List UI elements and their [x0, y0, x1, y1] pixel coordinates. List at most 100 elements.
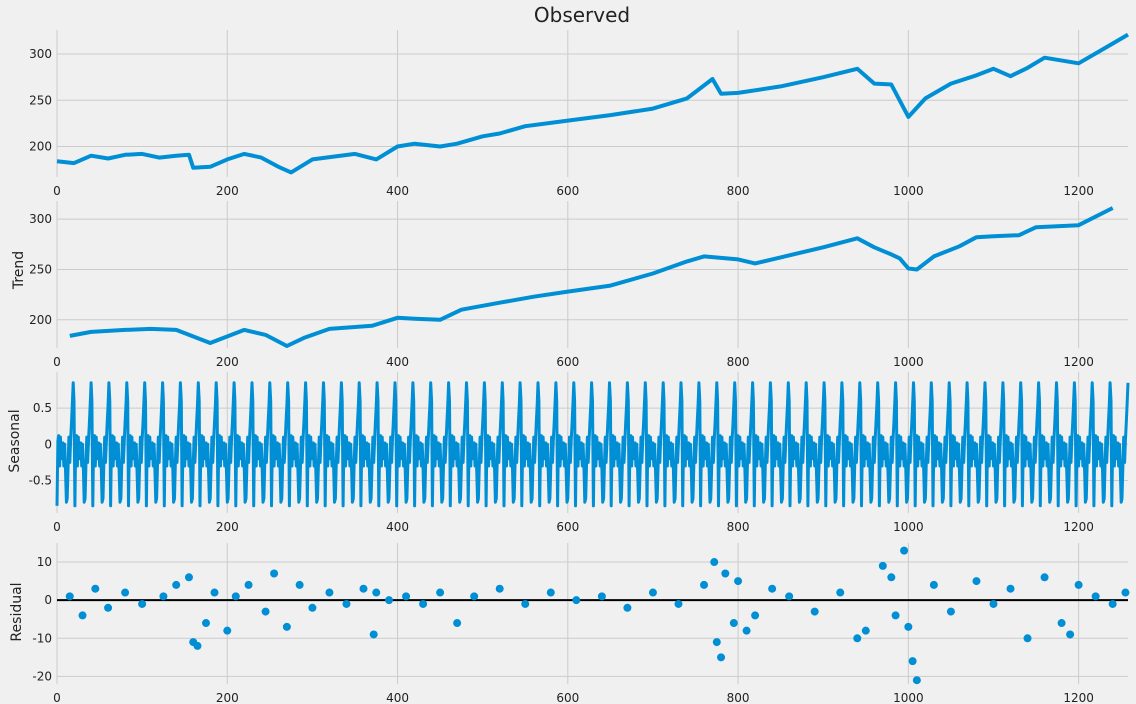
residual-point: [648, 588, 657, 597]
residual-point: [734, 577, 743, 586]
residual-point: [104, 603, 113, 612]
residual-point: [768, 584, 777, 593]
residual-point: [172, 580, 181, 589]
residual-point: [231, 592, 240, 601]
observed-xtick-0: 0: [53, 184, 61, 198]
residual-ytick-0: -20: [32, 669, 52, 683]
trend-xtick-4: 800: [727, 355, 750, 369]
residual-point: [1108, 599, 1117, 608]
seasonal-xtick-4: 800: [727, 520, 750, 534]
trend-xtick-3: 600: [556, 355, 579, 369]
residual-point: [878, 561, 887, 570]
observed-xtick-1: 200: [216, 184, 239, 198]
residual-point: [904, 622, 913, 631]
observed-xtick-3: 600: [556, 184, 579, 198]
residual-point: [712, 638, 721, 647]
residual-point: [244, 580, 253, 589]
residual-point: [308, 603, 317, 612]
residual-point: [223, 626, 232, 635]
residual-point: [891, 611, 900, 620]
residual-point: [282, 622, 291, 631]
observed-ytick-2: 300: [29, 47, 52, 61]
residual-point: [989, 599, 998, 608]
residual-point: [717, 653, 726, 662]
residual-point: [201, 619, 210, 628]
residual-point: [946, 607, 955, 616]
residual-xtick-5: 1000: [893, 691, 924, 704]
residual-point: [721, 569, 730, 578]
residual-point: [710, 558, 719, 567]
residual-point: [470, 592, 479, 601]
residual-point: [1091, 592, 1100, 601]
trend-xtick-6: 1200: [1063, 355, 1094, 369]
residual-point: [521, 599, 530, 608]
residual-xtick-0: 0: [53, 691, 61, 704]
residual-point: [836, 588, 845, 597]
residual-point: [78, 611, 87, 620]
residual-point: [359, 584, 368, 593]
residual-point: [91, 584, 100, 593]
trend-ylabel: Trend: [11, 251, 27, 290]
observed-ytick-1: 250: [29, 93, 52, 107]
trend-xtick-2: 400: [386, 355, 409, 369]
residual-xtick-1: 200: [216, 691, 239, 704]
residual-point: [929, 580, 938, 589]
observed-ytick-0: 200: [29, 139, 52, 153]
residual-point: [751, 611, 760, 620]
residual-ytick-3: 10: [37, 555, 52, 569]
residual-point: [295, 580, 304, 589]
observed-xtick-5: 1000: [893, 184, 924, 198]
residual-point: [369, 630, 378, 639]
trend-xtick-5: 1000: [893, 355, 924, 369]
residual-point: [900, 546, 909, 555]
residual-point: [436, 588, 445, 597]
residual-point: [972, 577, 981, 586]
residual-xtick-3: 600: [556, 691, 579, 704]
seasonal-xtick-0: 0: [53, 520, 61, 534]
residual-point: [700, 580, 709, 589]
residual-ytick-1: -10: [32, 631, 52, 645]
residual-point: [597, 592, 606, 601]
seasonal-ytick-2: 0.5: [33, 401, 52, 415]
trend-ytick-1: 250: [29, 262, 52, 276]
observed-panel: 0 200 400 600 800 1000 1200 200 250 300: [29, 30, 1130, 198]
residual-point: [1121, 588, 1130, 597]
residual-point: [1066, 630, 1075, 639]
trend-series-line: [69, 206, 1114, 348]
seasonal-ytick-0: -0.5: [29, 473, 52, 487]
observed-xtick-2: 400: [386, 184, 409, 198]
residual-xtick-2: 400: [386, 691, 409, 704]
seasonal-xtick-3: 600: [556, 520, 579, 534]
residual-point: [385, 596, 394, 605]
residual-point: [193, 641, 202, 650]
residual-point: [785, 592, 794, 601]
residual-point: [184, 573, 193, 582]
residual-point: [270, 569, 279, 578]
trend-xtick-1: 200: [216, 355, 239, 369]
residual-point: [572, 596, 581, 605]
residual-point: [1074, 580, 1083, 589]
residual-point: [908, 657, 917, 666]
residual-point: [742, 626, 751, 635]
observed-xtick-4: 800: [727, 184, 750, 198]
seasonal-xtick-1: 200: [216, 520, 239, 534]
residual-point: [65, 592, 74, 601]
seasonal-panel: 0 200 400 600 800 1000 1200 -0.5 0 0.5: [29, 372, 1130, 534]
residual-point: [372, 588, 381, 597]
residual-point: [1040, 573, 1049, 582]
seasonal-ylabel: Seasonal: [7, 409, 23, 472]
seasonal-xtick-2: 400: [386, 520, 409, 534]
observed-xtick-6: 1200: [1063, 184, 1094, 198]
residual-point: [810, 607, 819, 616]
residual-point: [861, 626, 870, 635]
observed-title: Observed: [534, 3, 630, 27]
trend-xtick-0: 0: [53, 355, 61, 369]
residual-point: [138, 599, 147, 608]
residual-ylabel: Residual: [9, 582, 25, 641]
residual-point: [325, 588, 334, 597]
seasonal-series-line: [55, 381, 1130, 508]
residual-point: [1006, 584, 1015, 593]
residual-point: [674, 599, 683, 608]
